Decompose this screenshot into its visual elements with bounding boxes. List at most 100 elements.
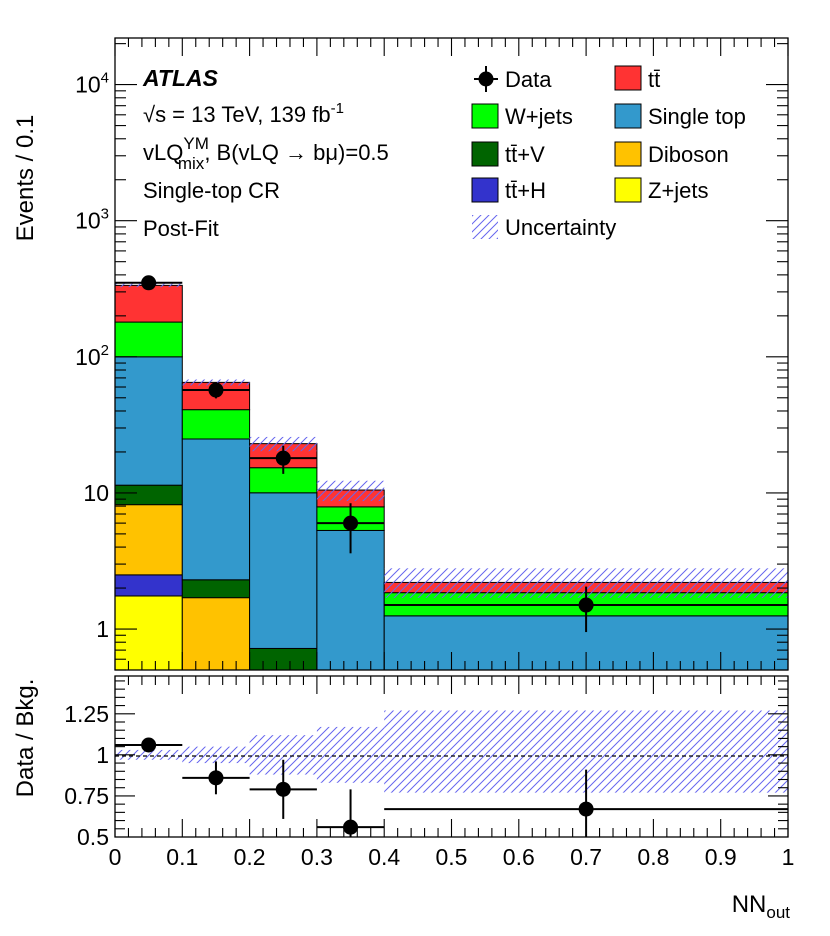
legend-item-uncertainty: Uncertainty [472, 215, 616, 240]
ratio-panel: 0 0.1 0.2 0.3 0.4 0.5 0.6 0.7 0.8 0.9 1 0.5 0.75 1 1.2… [64, 675, 794, 870]
x-axis-title-main: NN [732, 891, 767, 918]
data-points-ratio [115, 737, 788, 837]
legend-item-diboson: Diboson [614, 141, 729, 167]
legend-label-ttv: tt̄+V [505, 142, 545, 167]
legend-item-tth: tt̄+H [471, 177, 546, 203]
x-axis-title-sub: out [766, 903, 790, 922]
bar-w-jets-bin-0 [115, 321, 183, 358]
energy-text: √s = 13 TeV, 139 fb [143, 102, 331, 127]
bar-tt-h-bin-0 [115, 574, 183, 597]
legend-swatch-ttbar [614, 65, 642, 91]
x-tick-label-0.2: 0.2 [234, 844, 266, 870]
legend-swatch-single-top [614, 103, 642, 129]
bar-single-top-bin-0 [115, 356, 183, 486]
x-tick-label-0: 0 [109, 844, 122, 870]
ratio-point-4 [578, 801, 594, 817]
uncertainty-top-bin-3 [316, 480, 385, 502]
ratio-y-tick-label-1: 1 [96, 742, 109, 768]
bar-tt-bin-0 [115, 284, 183, 323]
bar-diboson-bin-0 [115, 504, 183, 576]
legend-swatch-diboson [614, 141, 642, 167]
x-tick-label-1: 1 [782, 844, 795, 870]
legend: Data W+jets tt̄+V tt̄+H Uncertainty tt̄ … [471, 65, 746, 240]
data-point-1 [208, 382, 224, 398]
x-tick-label-0.9: 0.9 [705, 844, 737, 870]
legend-label-z-jets: Z+jets [648, 178, 709, 203]
y-axis-title-top: Events / 0.1 [12, 115, 39, 242]
legend-label-uncertainty: Uncertainty [505, 215, 616, 240]
ratio-panel-ticks: 0 0.1 0.2 0.3 0.4 0.5 0.6 0.7 0.8 0.9 1 0.5 0.75 1 1.2… [64, 676, 794, 870]
legend-swatch-tth [471, 177, 499, 203]
legend-swatch-z-jets [614, 177, 642, 203]
fit-label: Post-Fit [143, 216, 219, 241]
model-sup: YM [183, 134, 209, 153]
y-tick-exp-100: 2 [101, 342, 109, 359]
x-axis-title: NNout [732, 891, 791, 922]
stacked-histogram [115, 284, 788, 670]
ratio-point-3 [343, 819, 359, 835]
legend-label-diboson: Diboson [648, 142, 729, 167]
y-tick-exp-1000: 3 [101, 206, 109, 223]
y-tick-base-1000: 10 [75, 208, 101, 234]
bar-single-top-bin-3 [316, 529, 385, 670]
uncertainty-top-bin-1 [182, 379, 250, 386]
legend-label-data: Data [505, 67, 552, 92]
uncertainty-band-top [115, 283, 788, 598]
x-tick-label-0.1: 0.1 [166, 844, 198, 870]
atlas-label: ATLAS [142, 65, 219, 91]
ratio-y-tick-label-0.75: 0.75 [64, 783, 109, 809]
legend-swatch-uncertainty [472, 215, 498, 239]
legend-item-w-jets: W+jets [471, 103, 573, 129]
model-pre: vLQ [143, 140, 183, 165]
legend-label-single-top: Single top [648, 104, 746, 129]
region-label: Single-top CR [143, 178, 280, 203]
legend-item-single-top: Single top [614, 103, 746, 129]
bar-w-jets-bin-1 [181, 409, 251, 440]
uncertainty-top-bin-2 [249, 436, 317, 452]
y-tick-label-100: 102 [75, 342, 109, 370]
model-label: vLQYM mix, B(vLQ → bμ)=0.5 [143, 134, 389, 173]
legend-label-tth: tt̄+H [505, 178, 546, 203]
bar-single-top-bin-2 [249, 492, 318, 649]
bar-single-top-bin-1 [181, 438, 251, 581]
x-tick-label-0.4: 0.4 [368, 844, 400, 870]
bar-tt-v-bin-2 [249, 647, 318, 670]
uncertainty-ratio-bin-3 [316, 726, 385, 783]
y-tick-label-10000: 104 [75, 70, 109, 98]
y-tick-base-10000: 10 [75, 72, 101, 98]
bar-tt-v-bin-1 [181, 579, 251, 599]
legend-item-ttbar: tt̄ [614, 65, 660, 92]
ratio-point-2 [275, 781, 291, 797]
y-axis-title-bottom: Data / Bkg. [12, 679, 39, 798]
x-tick-label-0.8: 0.8 [637, 844, 669, 870]
y-tick-base-100: 10 [75, 344, 101, 370]
model-post: , B(vLQ → bμ)=0.5 [204, 140, 388, 165]
legend-swatch-ttv [471, 141, 499, 167]
x-tick-label-0.3: 0.3 [301, 844, 333, 870]
data-point-2 [275, 450, 291, 466]
energy-label: √s = 13 TeV, 139 fb-1 [143, 100, 344, 127]
ratio-point-0 [141, 737, 157, 753]
y-tick-label-1000: 103 [75, 206, 109, 234]
legend-label-w-jets: W+jets [505, 104, 573, 129]
model-sub: mix [178, 154, 205, 173]
legend-data-marker [478, 71, 494, 87]
ratio-y-tick-label-0.5: 0.5 [77, 824, 109, 850]
energy-exp: -1 [331, 100, 344, 117]
legend-item-z-jets: Z+jets [614, 177, 709, 203]
data-point-4 [578, 597, 594, 613]
y-tick-label-1: 1 [96, 616, 109, 642]
y-tick-label-10: 10 [83, 480, 109, 506]
x-tick-label-0.7: 0.7 [570, 844, 602, 870]
x-tick-label-0.6: 0.6 [503, 844, 535, 870]
y-tick-exp-10000: 4 [101, 70, 109, 87]
legend-item-ttv: tt̄+V [471, 141, 545, 167]
ratio-point-1 [208, 770, 224, 786]
data-point-0 [141, 275, 157, 291]
ratio-y-tick-label-1.25: 1.25 [64, 701, 109, 727]
data-point-3 [343, 515, 359, 531]
annotation-block: ATLAS √s = 13 TeV, 139 fb-1 vLQYM mix, B(… [142, 65, 389, 241]
